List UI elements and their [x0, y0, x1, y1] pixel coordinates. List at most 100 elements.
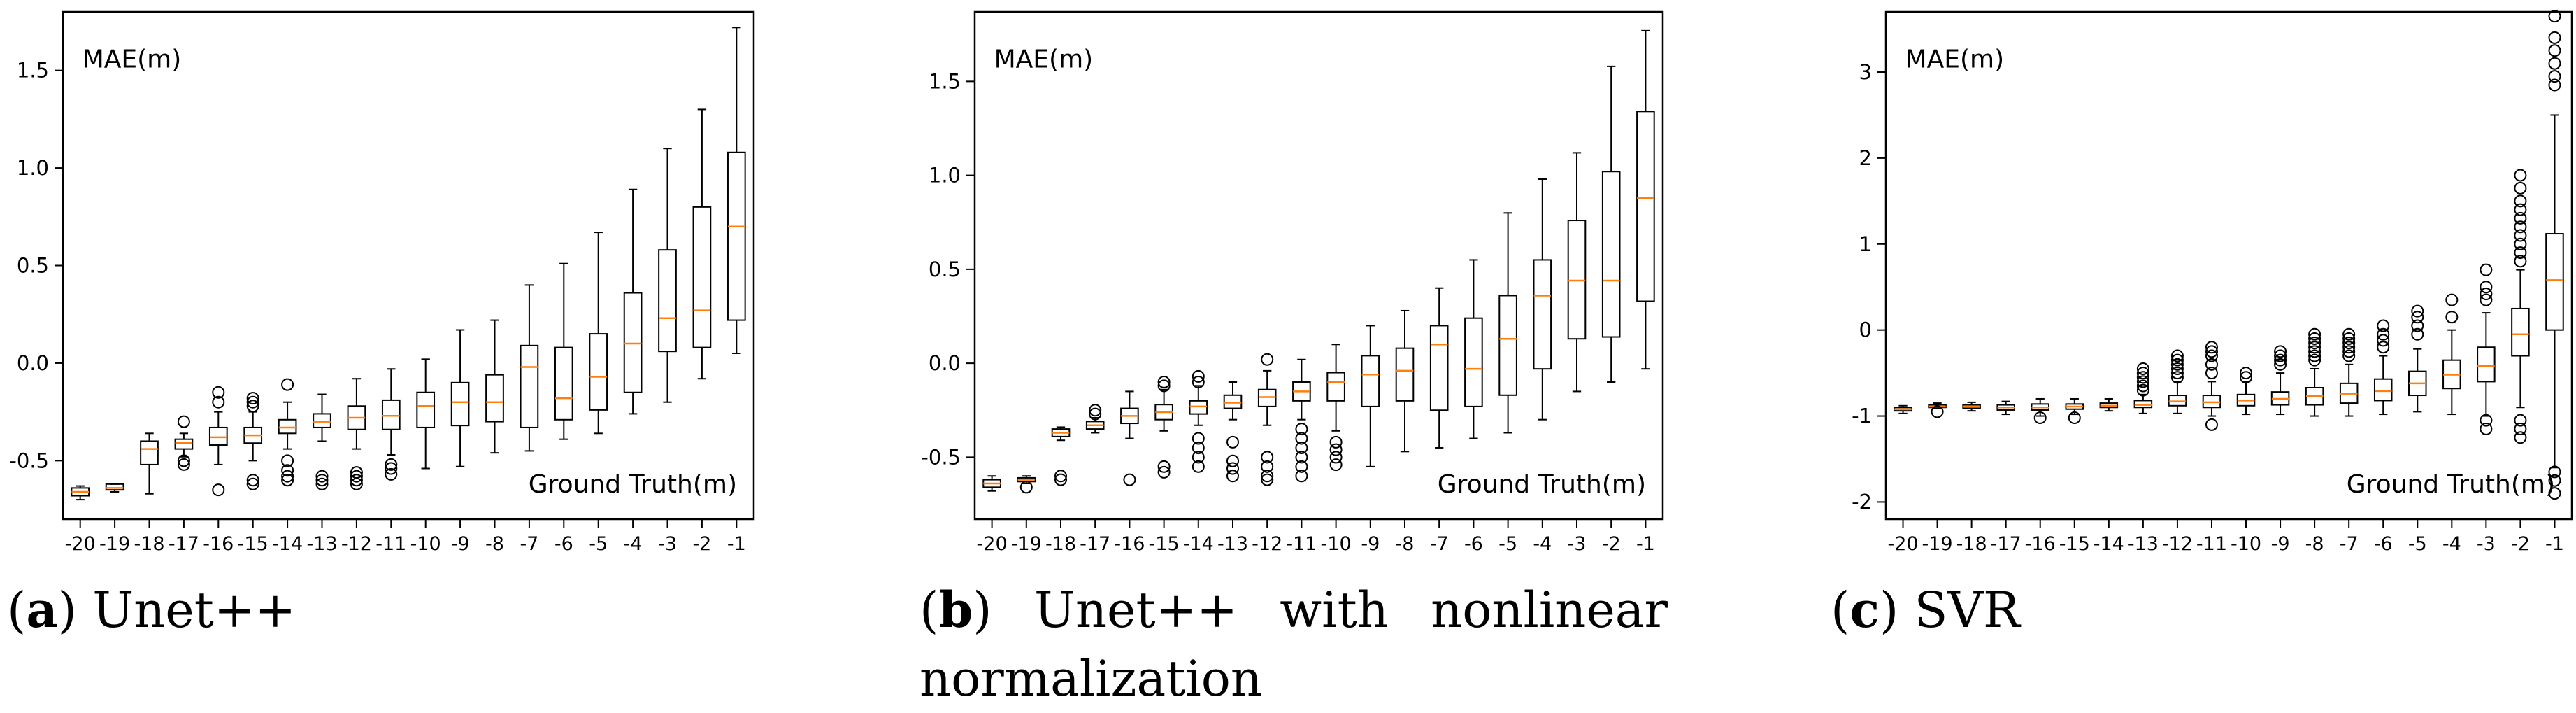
iqr-box	[692, 206, 712, 348]
outlier-point	[2136, 371, 2149, 384]
box--18	[140, 432, 159, 495]
outlier-point	[281, 454, 294, 467]
caption-c: (c) SVR	[1831, 581, 2020, 639]
box--6	[554, 262, 573, 440]
iqr-box	[2373, 378, 2393, 402]
plot-frame	[1884, 10, 2573, 521]
outlier-point	[2411, 319, 2424, 332]
x-tick-label: -11	[1286, 533, 1317, 555]
x-tick-label: -11	[375, 533, 406, 555]
outlier-point	[1295, 441, 1308, 454]
box--3	[658, 148, 677, 403]
outlier-point	[1089, 404, 1102, 417]
outlier-point	[1226, 462, 1239, 475]
x-tick-label: -12	[1252, 533, 1282, 555]
outlier-point	[246, 474, 259, 487]
outlier-point	[1329, 458, 1343, 472]
box--10	[2236, 367, 2256, 416]
outlier-point	[2411, 311, 2424, 324]
outlier-point	[2548, 465, 2561, 479]
box--5	[1498, 212, 1517, 434]
box--7	[1429, 287, 1449, 449]
outlier-point	[1931, 405, 1944, 418]
outlier-point	[177, 458, 190, 471]
outlier-point	[2377, 319, 2390, 332]
box--3	[1567, 152, 1587, 393]
outlier-point	[2136, 367, 2149, 380]
outlier-point	[2308, 341, 2321, 354]
iqr-box	[485, 374, 504, 423]
outlier-point	[2342, 345, 2356, 358]
outlier-point	[2274, 349, 2287, 362]
x-tick-label: -17	[169, 533, 199, 555]
outlier-point	[2480, 288, 2493, 301]
iqr-box	[416, 391, 436, 428]
outlier-point	[1261, 451, 1274, 464]
x-tick-label: -8	[1396, 533, 1415, 555]
x-tick-label: -11	[2196, 533, 2227, 555]
x-tick-label: -14	[2094, 533, 2124, 555]
outlier-point	[2411, 327, 2424, 341]
iqr-box	[278, 418, 297, 435]
box--12	[2168, 349, 2187, 414]
outlier-point	[2480, 263, 2493, 276]
iqr-box	[1464, 317, 1483, 407]
iqr-box	[1189, 400, 1208, 415]
box--10	[416, 358, 436, 470]
iqr-box	[1257, 388, 1277, 407]
y-tick-label: -0.5	[921, 445, 961, 469]
caption-c-letter: c	[1849, 581, 1880, 639]
outlier-point	[1192, 460, 1205, 473]
box--14	[1189, 369, 1208, 473]
outlier-point	[1192, 432, 1205, 445]
y-tick-label: 0.0	[929, 351, 961, 375]
box--14	[278, 378, 297, 487]
x-tick-label: -6	[1464, 533, 1483, 555]
chart-panel-a: -0.5 0.0 0.5 1.0 1.5 -20 -19 -18 -17 -16 -15 -14 -13…	[9, 10, 755, 555]
x-axis-label: Ground Truth(m)	[1438, 470, 1646, 499]
box--18	[1962, 401, 1981, 412]
box--11	[1292, 358, 1311, 483]
box--18	[1051, 426, 1071, 486]
x-tick-label: -9	[451, 533, 470, 555]
y-tick-label: -1	[1852, 404, 1872, 428]
outlier-point	[2342, 327, 2356, 341]
figure-canvas: -0.50.00.51.01.5-20 -19 -18 -17 -16 -15 -14 -13…	[9, 10, 2573, 555]
x-tick-label: -15	[1149, 533, 1180, 555]
outlier-point	[1054, 473, 1067, 486]
box--1	[727, 27, 746, 354]
outlier-point	[2514, 237, 2527, 250]
outlier-point	[2274, 358, 2287, 371]
outlier-point	[2514, 195, 2527, 208]
outlier-point	[2274, 353, 2287, 367]
x-tick-label: -16	[2025, 533, 2056, 555]
outlier-point	[2308, 345, 2321, 358]
caption-b-line2: normalization	[920, 650, 1262, 707]
box--17	[1085, 404, 1105, 434]
outlier-point	[2205, 345, 2218, 358]
outlier-point	[2377, 327, 2390, 341]
outlier-point	[2514, 169, 2527, 182]
x-tick-label: -20	[1887, 533, 1918, 555]
box--20	[1894, 404, 1912, 414]
y-tick-label: 1	[1859, 232, 1872, 256]
x-tick-label: -15	[238, 533, 269, 555]
outlier-point	[2514, 414, 2527, 427]
x-tick-label: -19	[1011, 533, 1042, 555]
outlier-point	[1192, 369, 1205, 383]
outlier-point	[2548, 474, 2561, 487]
outlier-point	[1089, 407, 1102, 421]
outlier-point	[2514, 203, 2527, 216]
box--8	[1395, 309, 1415, 453]
y-tick-label: 0.0	[17, 351, 49, 375]
iqr-box	[208, 426, 228, 446]
x-tick-label: -13	[2128, 533, 2159, 555]
x-tick-label: -8	[2305, 533, 2324, 555]
x-tick-label: -9	[2271, 533, 2290, 555]
x-tick-label: -13	[1217, 533, 1248, 555]
outlier-point	[2205, 341, 2218, 354]
box--11	[381, 368, 401, 481]
outlier-point	[1192, 375, 1205, 388]
x-tick-label: -17	[1080, 533, 1110, 555]
outlier-point	[212, 395, 225, 409]
